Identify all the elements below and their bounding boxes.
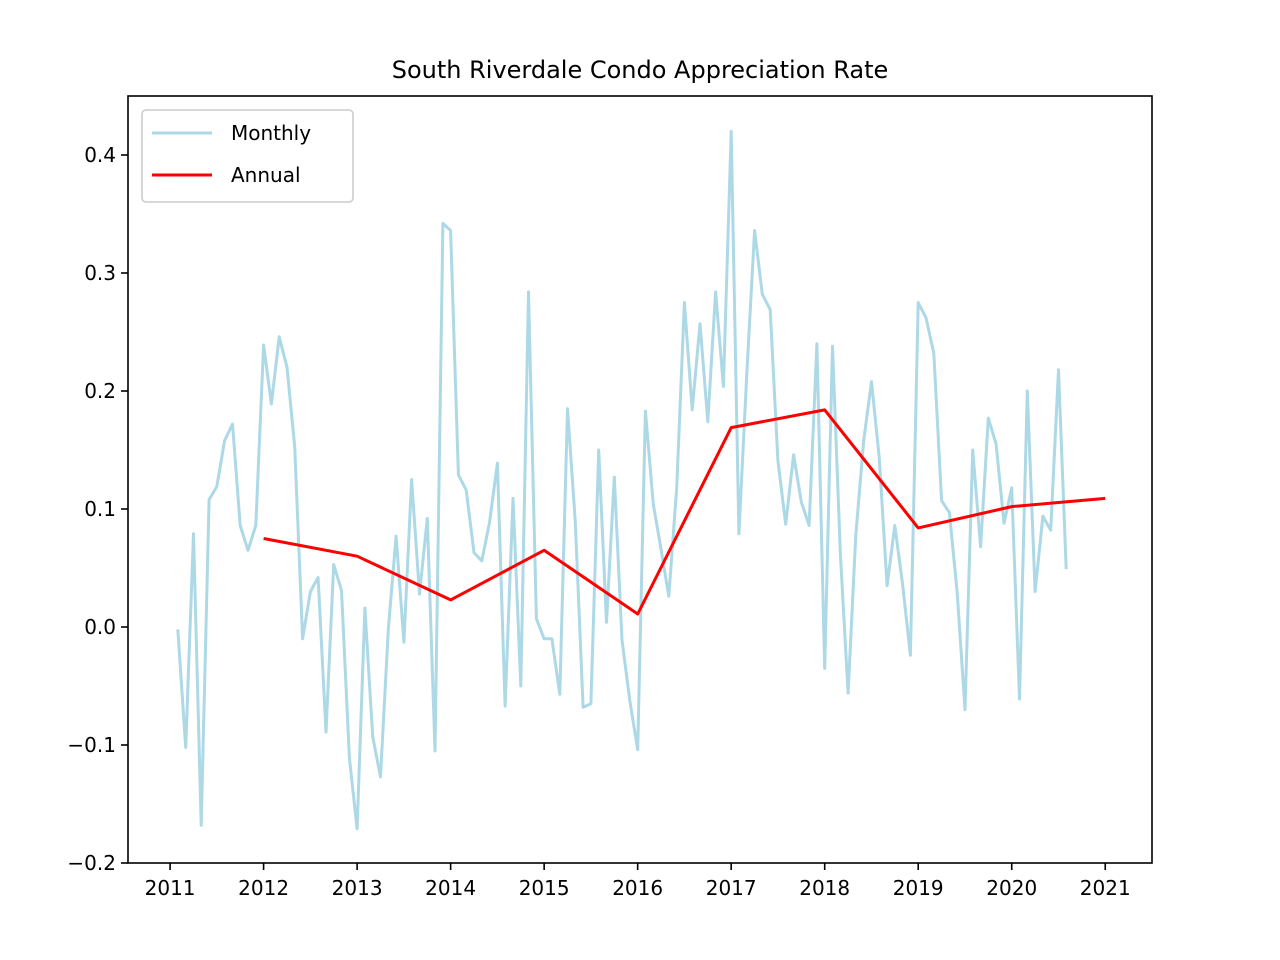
x-tick-label: 2018: [799, 876, 850, 900]
plot-frame: [127, 95, 1153, 864]
chart-title: South Riverdale Condo Appreciation Rate: [392, 56, 889, 84]
x-tick-label: 2011: [145, 876, 196, 900]
legend-label-monthly: Monthly: [231, 121, 311, 145]
y-tick-label: 0.1: [84, 497, 116, 521]
series-line-annual: [263, 408, 1106, 616]
legend-label-annual: Annual: [231, 163, 301, 187]
y-tick-label: −0.1: [67, 733, 116, 757]
y-tick-label: 0.3: [84, 261, 116, 285]
y-tick-label: 0.4: [84, 143, 116, 167]
y-tick-label: 0.0: [84, 615, 116, 639]
series-layer: [176, 129, 1106, 831]
x-tick-label: 2020: [986, 876, 1037, 900]
ticks-layer: 2011 2012 2013 2014 2015 2016 2017 2018 2019 2020…: [67, 143, 1130, 900]
y-tick-label: −0.2: [67, 851, 116, 875]
y-tick-label: 0.2: [84, 379, 116, 403]
x-tick-label: 2013: [332, 876, 383, 900]
x-tick-label: 2015: [519, 876, 570, 900]
x-tick-label: 2019: [893, 876, 944, 900]
x-tick-label: 2016: [612, 876, 663, 900]
legend: Monthly Annual: [141, 109, 354, 203]
series-line-monthly: [176, 129, 1068, 831]
x-tick-label: 2017: [706, 876, 757, 900]
x-tick-label: 2012: [238, 876, 289, 900]
x-tick-label: 2014: [425, 876, 476, 900]
x-tick-label: 2021: [1080, 876, 1131, 900]
